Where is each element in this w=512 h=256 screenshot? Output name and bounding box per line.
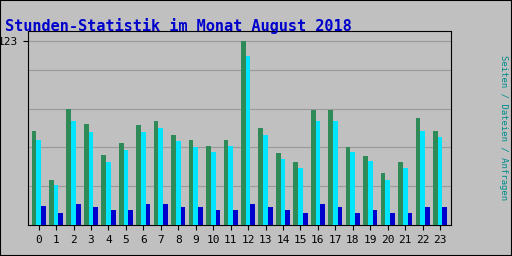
Bar	[181, 207, 185, 225]
Bar	[346, 147, 350, 225]
Bar	[241, 41, 246, 225]
Bar	[188, 140, 194, 225]
Bar	[398, 162, 403, 225]
Bar	[194, 147, 198, 225]
Bar	[54, 185, 58, 225]
Bar	[311, 110, 315, 225]
Text: Seiten / Dateien / Anfragen: Seiten / Dateien / Anfragen	[499, 56, 508, 200]
Bar	[321, 204, 325, 225]
Bar	[146, 204, 151, 225]
Bar	[268, 207, 272, 225]
Bar	[206, 146, 211, 225]
Bar	[442, 207, 447, 225]
Bar	[58, 213, 63, 225]
Bar	[233, 210, 238, 225]
Bar	[84, 123, 89, 225]
Bar	[67, 109, 71, 225]
Bar	[420, 131, 425, 225]
Bar	[386, 180, 390, 225]
Bar	[263, 135, 268, 225]
Bar	[276, 153, 281, 225]
Bar	[380, 173, 386, 225]
Bar	[198, 207, 203, 225]
Bar	[49, 180, 54, 225]
Bar	[76, 204, 80, 225]
Bar	[403, 168, 408, 225]
Bar	[101, 155, 106, 225]
Text: Stunden-Statistik im Monat August 2018: Stunden-Statistik im Monat August 2018	[5, 18, 352, 34]
Bar	[211, 152, 216, 225]
Bar	[216, 210, 220, 225]
Bar	[141, 133, 146, 225]
Bar	[350, 152, 355, 225]
Bar	[285, 210, 290, 225]
Bar	[171, 135, 176, 225]
Bar	[298, 168, 303, 225]
Bar	[41, 206, 46, 225]
Bar	[390, 213, 395, 225]
Bar	[368, 161, 373, 225]
Bar	[119, 143, 123, 225]
Bar	[36, 140, 41, 225]
Bar	[315, 121, 321, 225]
Bar	[293, 162, 298, 225]
Bar	[363, 156, 368, 225]
Bar	[71, 121, 76, 225]
Bar	[250, 204, 255, 225]
Bar	[416, 118, 420, 225]
Bar	[136, 125, 141, 225]
Bar	[438, 137, 442, 225]
Bar	[373, 210, 377, 225]
Bar	[338, 207, 343, 225]
Bar	[32, 131, 36, 225]
Bar	[333, 121, 338, 225]
Bar	[89, 133, 93, 225]
Bar	[111, 210, 116, 225]
Bar	[259, 128, 263, 225]
Bar	[328, 110, 333, 225]
Bar	[303, 213, 308, 225]
Bar	[355, 213, 360, 225]
Bar	[408, 213, 412, 225]
Bar	[123, 151, 129, 225]
Bar	[176, 142, 181, 225]
Bar	[433, 131, 438, 225]
Bar	[246, 56, 250, 225]
Bar	[224, 140, 228, 225]
Bar	[93, 207, 98, 225]
Bar	[129, 210, 133, 225]
Bar	[425, 207, 430, 225]
Bar	[228, 146, 233, 225]
Bar	[281, 159, 285, 225]
Bar	[106, 162, 111, 225]
Bar	[158, 128, 163, 225]
Bar	[154, 121, 158, 225]
Bar	[163, 204, 168, 225]
